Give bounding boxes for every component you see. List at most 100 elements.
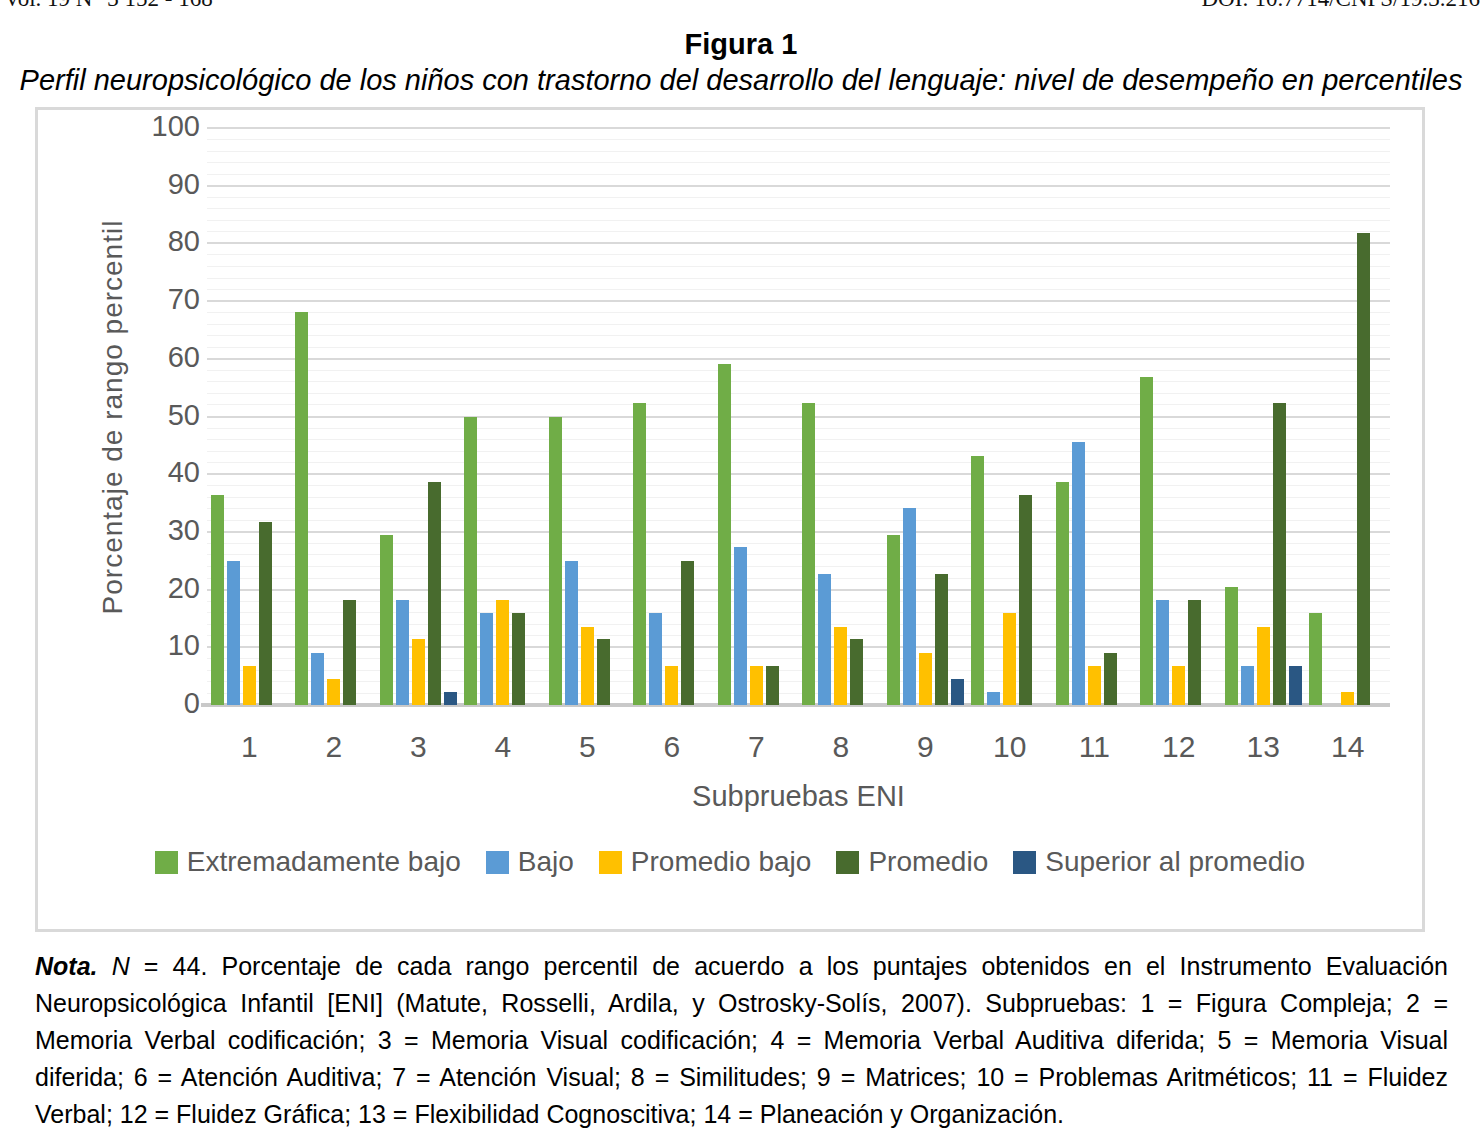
figure-caption: Perfil neuropsicológico de los niños con… bbox=[0, 64, 1482, 97]
x-tick-label-10: 10 bbox=[965, 730, 1055, 764]
bar-series-2-cat-13 bbox=[1241, 666, 1254, 705]
doi-text: DOI: 10.7714/CNPS/19.3.216 bbox=[1201, 0, 1480, 12]
bar-series-5-cat-13 bbox=[1289, 666, 1302, 705]
bar-series-1-cat-1 bbox=[211, 495, 224, 705]
bar-series-1-cat-14 bbox=[1309, 613, 1322, 705]
bar-series-4-cat-10 bbox=[1019, 495, 1032, 705]
bar-series-2-cat-11 bbox=[1072, 442, 1085, 705]
x-tick-label-2: 2 bbox=[289, 730, 379, 764]
note-n-symbol: N bbox=[112, 952, 130, 980]
bar-group-2 bbox=[295, 128, 372, 705]
y-tick-label: 20 bbox=[130, 572, 200, 605]
legend-label: Promedio bbox=[868, 846, 988, 878]
plot-area bbox=[207, 128, 1390, 705]
bar-series-1-cat-8 bbox=[802, 403, 815, 705]
bar-series-4-cat-2 bbox=[343, 600, 356, 705]
y-tick-label: 50 bbox=[130, 399, 200, 432]
y-tick-label: 40 bbox=[130, 456, 200, 489]
legend-label: Promedio bajo bbox=[631, 846, 812, 878]
bar-series-1-cat-13 bbox=[1225, 587, 1238, 705]
bar-series-4-cat-6 bbox=[681, 561, 694, 705]
legend-item-promedio-bajo: Promedio bajo bbox=[599, 846, 812, 878]
legend-item-promedio: Promedio bbox=[836, 846, 988, 878]
chart-frame: Porcentaje de rango percentil Subpruebas… bbox=[35, 107, 1425, 932]
bar-group-10 bbox=[971, 128, 1048, 705]
bar-series-3-cat-9 bbox=[919, 653, 932, 706]
x-axis-title: Subpruebas ENI bbox=[207, 780, 1390, 813]
y-tick-label: 0 bbox=[130, 687, 200, 720]
bar-group-5 bbox=[549, 128, 626, 705]
bar-series-1-cat-10 bbox=[971, 456, 984, 705]
bar-series-4-cat-12 bbox=[1188, 600, 1201, 705]
y-axis-title: Porcentaje de rango percentil bbox=[97, 220, 129, 615]
bar-group-3 bbox=[380, 128, 457, 705]
bar-group-4 bbox=[464, 128, 541, 705]
y-tick-label: 70 bbox=[130, 283, 200, 316]
page: Vol. 19 N° 3 152 - 168 DOI: 10.7714/CNPS… bbox=[0, 0, 1482, 1144]
bar-series-2-cat-9 bbox=[903, 508, 916, 705]
bar-series-3-cat-8 bbox=[834, 627, 847, 705]
bar-series-3-cat-3 bbox=[412, 639, 425, 705]
bar-series-1-cat-6 bbox=[633, 403, 646, 705]
bar-series-1-cat-9 bbox=[887, 535, 900, 705]
bar-group-12 bbox=[1140, 128, 1217, 705]
x-tick-label-8: 8 bbox=[796, 730, 886, 764]
bar-series-1-cat-11 bbox=[1056, 482, 1069, 705]
bar-series-1-cat-7 bbox=[718, 364, 731, 705]
legend-label: Superior al promedio bbox=[1045, 846, 1305, 878]
y-tick-label: 10 bbox=[130, 629, 200, 662]
chart-legend: Extremadamente bajo Bajo Promedio bajo Prom… bbox=[78, 846, 1382, 878]
bar-group-13 bbox=[1225, 128, 1302, 705]
bar-group-8 bbox=[802, 128, 879, 705]
bar-series-3-cat-5 bbox=[581, 627, 594, 705]
bar-series-1-cat-4 bbox=[464, 417, 477, 706]
bar-group-7 bbox=[718, 128, 795, 705]
x-tick-label-12: 12 bbox=[1134, 730, 1224, 764]
x-tick-label-13: 13 bbox=[1218, 730, 1308, 764]
bar-series-4-cat-1 bbox=[259, 522, 272, 705]
legend-swatch-icon bbox=[486, 851, 509, 874]
bar-series-3-cat-7 bbox=[750, 666, 763, 705]
x-tick-label-6: 6 bbox=[627, 730, 717, 764]
bar-series-2-cat-2 bbox=[311, 653, 324, 706]
bar-series-1-cat-3 bbox=[380, 535, 393, 705]
x-tick-label-5: 5 bbox=[542, 730, 632, 764]
x-tick-label-11: 11 bbox=[1049, 730, 1139, 764]
bar-series-1-cat-2 bbox=[295, 312, 308, 706]
y-tick-label: 100 bbox=[130, 110, 200, 143]
bar-series-2-cat-8 bbox=[818, 574, 831, 705]
legend-swatch-icon bbox=[155, 851, 178, 874]
legend-label: Bajo bbox=[518, 846, 574, 878]
x-tick-label-9: 9 bbox=[880, 730, 970, 764]
figure-label: Figura 1 bbox=[0, 28, 1482, 61]
note-label: Nota. bbox=[35, 952, 98, 980]
bar-series-3-cat-14 bbox=[1341, 692, 1354, 705]
legend-swatch-icon bbox=[1013, 851, 1036, 874]
legend-label: Extremadamente bajo bbox=[187, 846, 461, 878]
bar-group-1 bbox=[211, 128, 288, 705]
x-tick-label-7: 7 bbox=[711, 730, 801, 764]
bar-series-1-cat-5 bbox=[549, 417, 562, 706]
bar-group-6 bbox=[633, 128, 710, 705]
bar-series-3-cat-12 bbox=[1172, 666, 1185, 705]
legend-item-extremadamente-bajo: Extremadamente bajo bbox=[155, 846, 461, 878]
bar-series-2-cat-6 bbox=[649, 613, 662, 705]
bar-series-5-cat-9 bbox=[951, 679, 964, 705]
bar-group-14 bbox=[1309, 128, 1386, 705]
bar-series-4-cat-13 bbox=[1273, 403, 1286, 705]
bar-series-1-cat-12 bbox=[1140, 377, 1153, 705]
bar-series-5-cat-3 bbox=[444, 692, 457, 705]
bar-series-2-cat-3 bbox=[396, 600, 409, 705]
bar-series-4-cat-9 bbox=[935, 574, 948, 705]
x-tick-label-3: 3 bbox=[373, 730, 463, 764]
bar-series-4-cat-7 bbox=[766, 666, 779, 705]
bar-series-2-cat-5 bbox=[565, 561, 578, 705]
bar-series-4-cat-11 bbox=[1104, 653, 1117, 706]
y-tick-label: 80 bbox=[130, 225, 200, 258]
bar-group-11 bbox=[1056, 128, 1133, 705]
bar-series-3-cat-10 bbox=[1003, 613, 1016, 705]
bar-series-2-cat-10 bbox=[987, 692, 1000, 705]
bar-series-4-cat-5 bbox=[597, 639, 610, 705]
bar-series-3-cat-4 bbox=[496, 600, 509, 705]
legend-swatch-icon bbox=[836, 851, 859, 874]
